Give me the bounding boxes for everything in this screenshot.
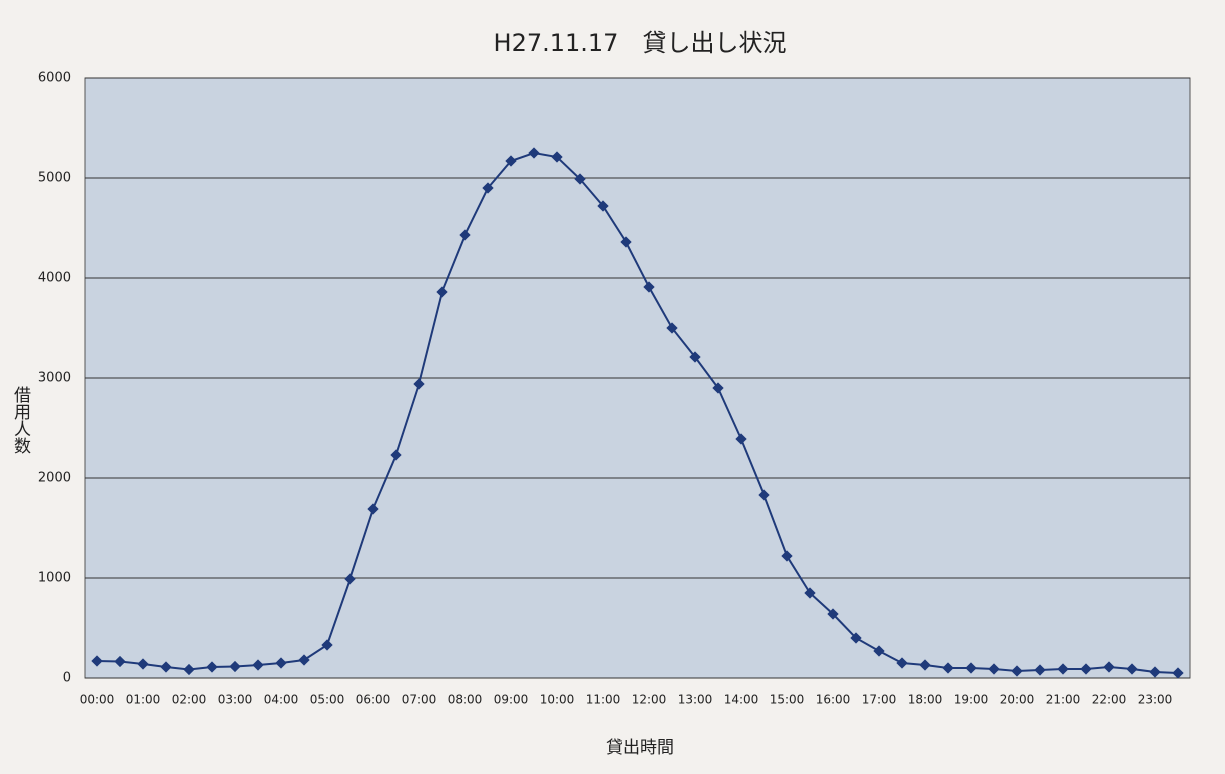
x-tick-label: 04:00 — [264, 693, 299, 707]
x-tick-label: 07:00 — [402, 693, 437, 707]
page: {"chart_data": {"type": "line", "title":… — [0, 0, 1225, 774]
y-tick-label: 0 — [63, 671, 71, 686]
x-tick-label: 10:00 — [540, 693, 575, 707]
x-tick-label: 20:00 — [1000, 693, 1035, 707]
y-tick-label: 2000 — [38, 471, 71, 486]
x-tick-label: 14:00 — [724, 693, 759, 707]
x-tick-label: 11:00 — [586, 693, 621, 707]
x-tick-label: 02:00 — [172, 693, 207, 707]
x-tick-label: 19:00 — [954, 693, 989, 707]
chart: H27.11.17 貸し出し状況 貸出時間 借用人数 0 1000 2000 3000… — [0, 0, 1225, 774]
x-tick-label: 09:00 — [494, 693, 529, 707]
x-tick-label: 17:00 — [862, 693, 897, 707]
y-tick-label: 5000 — [38, 171, 71, 186]
x-tick-label: 05:00 — [310, 693, 345, 707]
x-tick-label: 23:00 — [1138, 693, 1173, 707]
x-tick-label: 00:00 — [80, 693, 115, 707]
x-tick-label: 13:00 — [678, 693, 713, 707]
x-tick-label: 22:00 — [1092, 693, 1127, 707]
x-axis-title: 貸出時間 — [606, 738, 674, 758]
x-tick-label: 18:00 — [908, 693, 943, 707]
x-tick-label: 06:00 — [356, 693, 391, 707]
y-tick-label: 1000 — [38, 571, 71, 586]
y-axis-title: 借用人数 — [10, 386, 31, 454]
chart-title: H27.11.17 貸し出し状況 — [494, 29, 787, 57]
x-tick-label: 01:00 — [126, 693, 161, 707]
x-tick-label: 08:00 — [448, 693, 483, 707]
x-tick-label: 03:00 — [218, 693, 253, 707]
x-tick-label: 21:00 — [1046, 693, 1081, 707]
x-tick-label: 15:00 — [770, 693, 805, 707]
y-tick-label: 3000 — [38, 371, 71, 386]
y-tick-label: 4000 — [38, 271, 71, 286]
x-tick-label: 12:00 — [632, 693, 667, 707]
x-tick-label: 16:00 — [816, 693, 851, 707]
y-tick-label: 6000 — [38, 71, 71, 86]
